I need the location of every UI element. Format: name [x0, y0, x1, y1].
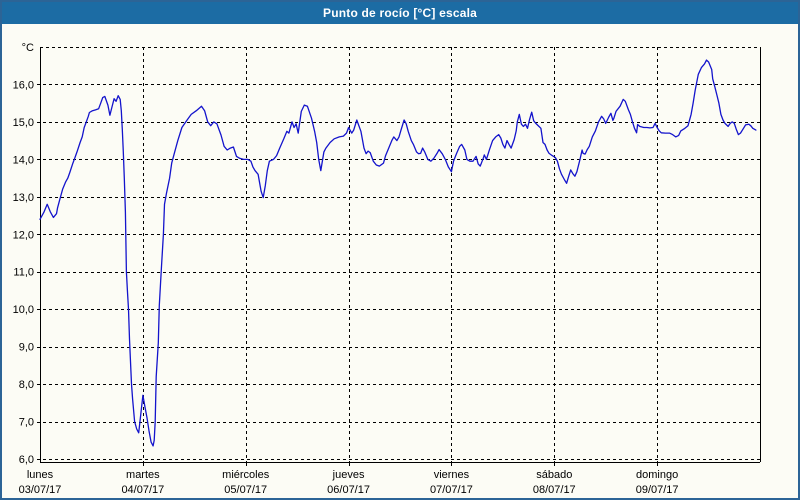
x-day-name-0: lunes: [27, 469, 54, 481]
x-day-date-3: 06/07/17: [327, 484, 370, 496]
x-day-date-4: 07/07/17: [430, 484, 473, 496]
x-day-date-1: 04/07/17: [121, 484, 164, 496]
y-axis-unit-label: °C: [22, 42, 34, 54]
y-tick-label-9: 9,0: [19, 342, 34, 354]
x-day-name-5: sábado: [536, 469, 572, 481]
y-axis-labels: °C 16,0 15,0 14,0 13,0 12,0 11,0 10,0 9,0 8,0 7,0 6…: [13, 42, 34, 466]
x-day-date-6: 09/07/17: [636, 484, 679, 496]
x-day-name-4: viernes: [434, 469, 470, 481]
chart-title: Punto de rocío [°C] escala: [322, 6, 478, 20]
x-day-name-2: miércoles: [222, 469, 270, 481]
series-line: [39, 59, 757, 447]
dewpoint-line-chart: °C 16,0 15,0 14,0 13,0 12,0 11,0 10,0 9,0 8,0 7,0 6…: [2, 24, 798, 498]
x-day-name-3: jueves: [332, 469, 365, 481]
x-day-date-2: 05/07/17: [224, 484, 267, 496]
series-polyline-0: [39, 59, 757, 447]
x-day-date-5: 08/07/17: [533, 484, 576, 496]
axes: [40, 47, 761, 466]
y-tick-label-7: 7,0: [19, 417, 34, 429]
y-tick-label-15: 15,0: [13, 117, 34, 129]
y-tick-label-16: 16,0: [13, 79, 34, 91]
x-day-name-6: domingo: [636, 469, 678, 481]
y-tick-label-13: 13,0: [13, 192, 34, 204]
y-tick-label-11: 11,0: [13, 267, 34, 279]
y-tick-label-12: 12,0: [13, 229, 34, 241]
y-tick-label-8: 8,0: [19, 379, 34, 391]
x-axis-labels: lunes 03/07/17 martes 04/07/17 miércoles 05/0…: [19, 469, 679, 496]
y-tick-label-6: 6,0: [19, 454, 34, 466]
y-tick-label-14: 14,0: [13, 154, 34, 166]
title-bar: Punto de rocío [°C] escala: [2, 2, 798, 24]
y-tick-label-10: 10,0: [13, 304, 34, 316]
x-day-date-0: 03/07/17: [19, 484, 62, 496]
x-day-name-1: martes: [126, 469, 160, 481]
gridlines: [37, 47, 760, 462]
